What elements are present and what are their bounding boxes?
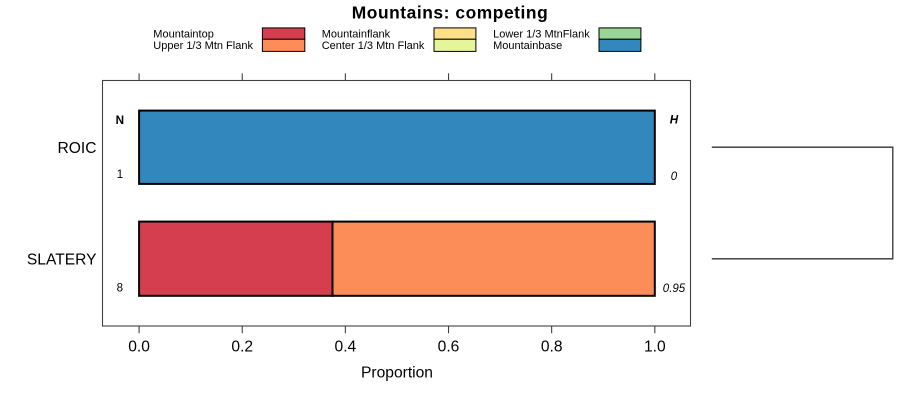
svg-text:0.8: 0.8 — [541, 338, 563, 355]
svg-text:0.0: 0.0 — [128, 338, 150, 355]
svg-text:1: 1 — [117, 169, 123, 181]
svg-text:N: N — [116, 114, 124, 127]
svg-text:Mountains: competing: Mountains: competing — [352, 3, 549, 23]
svg-text:Upper 1/3 Mtn Flank: Upper 1/3 Mtn Flank — [153, 40, 253, 52]
svg-text:H: H — [670, 114, 679, 127]
svg-text:Center 1/3 Mtn Flank: Center 1/3 Mtn Flank — [322, 40, 425, 52]
svg-text:Mountainflank: Mountainflank — [322, 29, 391, 41]
svg-text:0.4: 0.4 — [335, 338, 357, 355]
svg-text:Proportion: Proportion — [361, 364, 433, 381]
svg-text:Lower 1/3 MtnFlank: Lower 1/3 MtnFlank — [493, 29, 590, 41]
svg-text:Mountainbase: Mountainbase — [493, 40, 562, 52]
svg-text:0.95: 0.95 — [663, 283, 686, 295]
svg-text:0: 0 — [671, 171, 678, 183]
svg-text:1.0: 1.0 — [644, 338, 666, 355]
svg-text:SLATERY: SLATERY — [27, 252, 97, 269]
svg-text:Mountaintop: Mountaintop — [153, 29, 214, 41]
svg-text:8: 8 — [117, 283, 123, 295]
svg-text:0.2: 0.2 — [231, 338, 253, 355]
svg-text:ROIC: ROIC — [58, 140, 97, 157]
svg-text:0.6: 0.6 — [438, 338, 460, 355]
